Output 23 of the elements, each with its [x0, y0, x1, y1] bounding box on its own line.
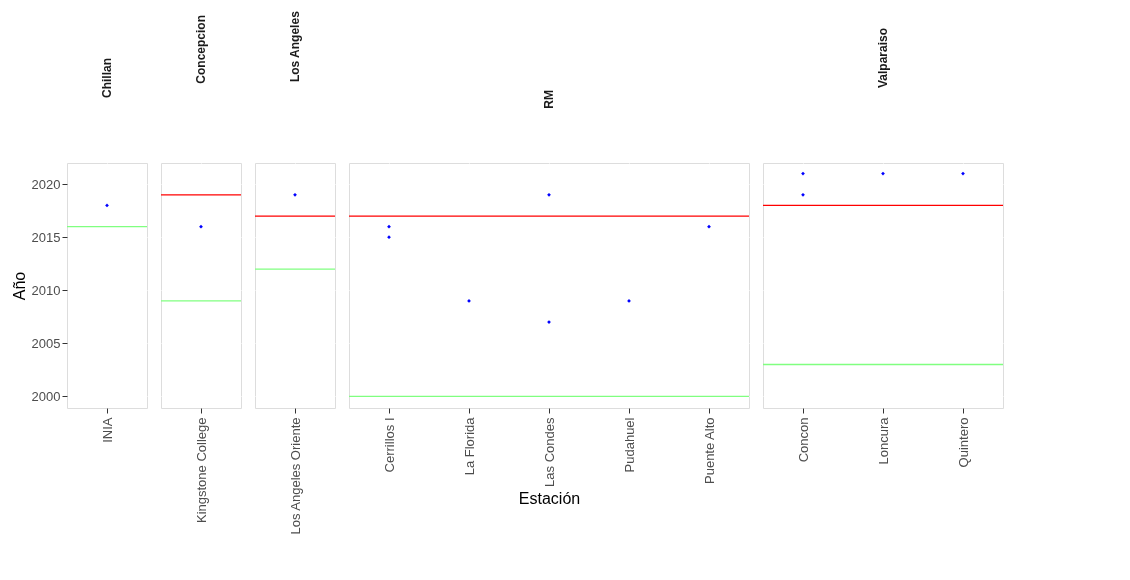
y-tick-label: 2005: [31, 335, 61, 351]
x-tick-label: Puente Alto: [701, 417, 717, 484]
chart-title: RM: [542, 90, 556, 109]
x-tick-label: La Florida: [461, 416, 477, 476]
chart-title: Los Angeles: [288, 10, 302, 83]
x-axis-title: Estación: [518, 489, 581, 507]
x-tick-label: Loncura: [875, 416, 891, 465]
y-tick-label: 2015: [31, 229, 61, 245]
x-tick-label: Las Condes: [541, 417, 557, 487]
y-tick-label: 2020: [31, 176, 61, 192]
chart-title: Concepcion: [194, 14, 208, 84]
x-tick-label: Quintero: [955, 417, 971, 468]
x-tick-label: Kingstone College: [193, 417, 209, 524]
x-tick-label: Concon: [795, 417, 811, 463]
y-axis-title: Año: [10, 271, 28, 301]
x-tick-label: Cerrillos I: [381, 417, 397, 473]
x-tick-label: Pudahuel: [621, 417, 637, 473]
x-tick-label: Los Angeles Oriente: [287, 417, 303, 535]
y-tick-label: 2000: [31, 388, 61, 404]
y-tick-label: 2010: [31, 282, 61, 298]
chart-title: Chillan: [100, 57, 114, 99]
chart-title: Valparaiso: [876, 27, 890, 88]
x-tick-label: INIA: [99, 417, 115, 443]
